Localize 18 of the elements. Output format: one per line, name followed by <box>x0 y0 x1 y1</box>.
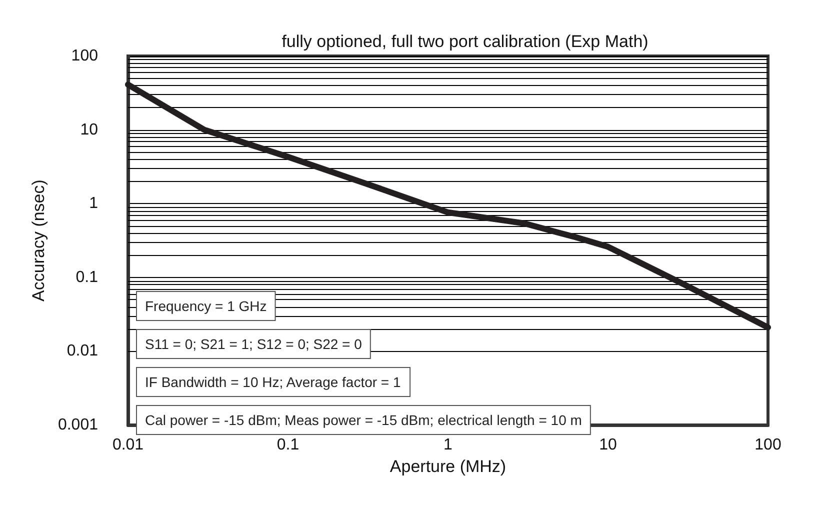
y-tick-label: 0.01 <box>66 342 98 360</box>
y-tick-label: 1 <box>89 195 98 212</box>
x-axis-title: Aperture (MHz) <box>390 456 506 476</box>
x-tick-label: 100 <box>754 436 782 454</box>
y-tick-label: 0.1 <box>76 268 98 286</box>
y-tick-label: 10 <box>80 121 98 138</box>
annotation: S11 = 0; S21 = 1; S12 = 0; S22 = 0 <box>145 336 362 352</box>
y-tick-label: 100 <box>71 48 98 64</box>
annotation: Cal power = -15 dBm; Meas power = -15 dBm; electrical length = 10 m <box>145 412 582 428</box>
y-axis-title: Accuracy (nsec) <box>29 180 48 302</box>
x-tick-label: 1 <box>444 436 453 454</box>
chart-title: fully optioned, full two port calibration (Exp Math) <box>282 32 648 51</box>
annotation: IF Bandwidth = 10 Hz; Average factor = 1 <box>145 374 401 390</box>
y-tick-label: 0.001 <box>58 416 98 434</box>
x-tick-label: 0.01 <box>112 436 144 454</box>
x-tick-label: 10 <box>599 436 617 454</box>
annotation: Frequency = 1 GHz <box>145 298 267 314</box>
x-tick-label: 0.1 <box>276 436 300 454</box>
